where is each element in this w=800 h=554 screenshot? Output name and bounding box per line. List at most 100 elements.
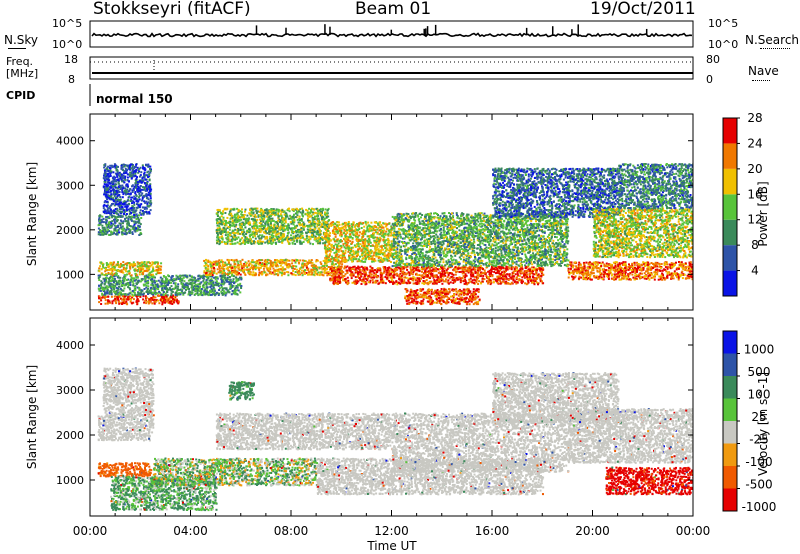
data-cell [283, 273, 286, 276]
data-cell [114, 285, 117, 287]
data-cell [110, 295, 113, 298]
data-cell [227, 262, 230, 265]
data-cell [122, 174, 125, 177]
data-cell [336, 279, 339, 281]
data-cell [286, 259, 289, 262]
data-cell [179, 280, 182, 282]
data-cell [248, 238, 250, 241]
data-cell [305, 235, 308, 238]
data-cell [132, 211, 135, 214]
data-cell [156, 261, 159, 264]
data-cell [112, 280, 115, 282]
data-cell [244, 239, 247, 242]
data-cell [468, 280, 471, 283]
data-cell [134, 197, 137, 200]
data-cell [274, 211, 277, 214]
data-cell [108, 195, 111, 198]
data-cell [238, 266, 241, 269]
data-cell [272, 212, 275, 215]
data-cell [197, 279, 200, 282]
data-cell [254, 231, 257, 234]
data-cell [403, 280, 406, 283]
data-cell [249, 214, 252, 217]
data-cell [388, 271, 391, 273]
data-cell [170, 301, 173, 304]
data-cell [252, 227, 255, 230]
data-cell [148, 186, 151, 189]
data-cell [205, 286, 208, 289]
noise-right-tick-bottom: 10^0 [708, 38, 738, 51]
data-cell [171, 278, 173, 281]
data-cell [127, 270, 130, 273]
data-cell [123, 172, 125, 175]
data-cell [216, 234, 219, 237]
data-cell [123, 189, 126, 192]
data-cell [245, 236, 248, 239]
data-cell [304, 225, 306, 228]
data-cell [144, 174, 147, 177]
data-cell [236, 231, 239, 234]
data-cell [258, 230, 261, 233]
data-cell [133, 269, 136, 271]
data-cell [237, 210, 240, 213]
data-cell [222, 216, 225, 219]
data-cell [250, 261, 253, 263]
data-cell [263, 226, 265, 229]
data-cell [122, 298, 125, 301]
data-cell [190, 278, 193, 281]
data-cell [220, 270, 223, 273]
data-cell [167, 274, 170, 277]
data-cell [432, 276, 435, 279]
data-cell [108, 188, 111, 191]
data-cell [137, 187, 140, 190]
data-cell [175, 274, 178, 277]
data-cell [148, 289, 151, 292]
data-cell [136, 293, 139, 296]
data-cell [105, 218, 108, 221]
data-cell [166, 294, 169, 297]
data-cell [206, 281, 209, 284]
data-cell [242, 218, 245, 221]
data-cell [137, 262, 140, 265]
data-cell [229, 233, 232, 236]
data-cell [135, 218, 138, 220]
data-cell [122, 163, 125, 166]
data-cell [316, 237, 319, 240]
data-cell [131, 293, 134, 296]
data-cell [130, 196, 133, 199]
data-cell [307, 214, 310, 217]
data-cell [243, 231, 246, 234]
data-cell [422, 277, 425, 279]
data-cell [134, 174, 137, 177]
data-cell [113, 218, 115, 221]
data-cell [176, 293, 179, 296]
data-cell [267, 270, 270, 272]
data-cell [118, 295, 121, 298]
data-cell [115, 203, 118, 206]
data-cell [268, 230, 271, 233]
data-cell [235, 213, 237, 216]
data-cell [260, 216, 263, 219]
data-cell [248, 221, 251, 224]
data-cell [324, 211, 326, 214]
data-cell [120, 226, 122, 229]
data-cell [221, 237, 224, 240]
data-cell [267, 262, 270, 265]
data-cell [110, 291, 113, 294]
data-cell [234, 272, 237, 275]
data-cell [117, 300, 120, 303]
data-cell [135, 283, 138, 286]
data-cell [499, 276, 502, 278]
data-cell [423, 280, 426, 283]
data-cell [341, 259, 344, 262]
data-cell [98, 279, 101, 281]
data-cell [254, 227, 257, 230]
data-cell [101, 292, 104, 295]
data-cell [162, 295, 165, 298]
data-cell [221, 293, 224, 296]
data-cell [118, 279, 121, 282]
data-cell [351, 281, 354, 284]
data-cell [307, 231, 310, 234]
data-cell [101, 215, 104, 218]
data-cell [245, 265, 248, 267]
